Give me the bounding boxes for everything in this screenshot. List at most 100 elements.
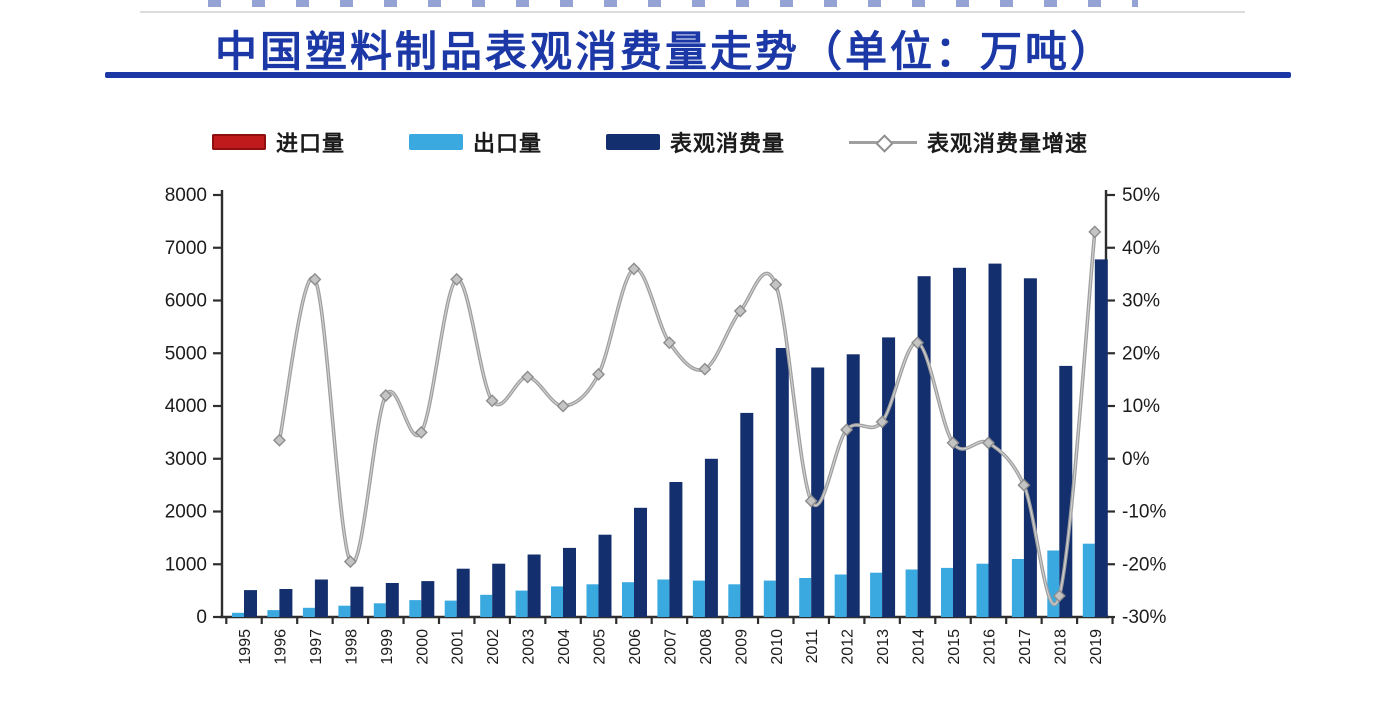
bar	[811, 367, 825, 617]
bar	[350, 586, 364, 617]
bar	[905, 569, 918, 617]
bar	[244, 590, 257, 617]
diamond-marker-icon	[875, 134, 894, 153]
consumption-bar-swatch	[606, 134, 660, 150]
bar	[657, 579, 670, 617]
bar	[728, 584, 741, 617]
x-axis-label: 2009	[733, 629, 750, 665]
bar	[704, 458, 718, 618]
x-axis-label: 2018	[1052, 629, 1069, 665]
bar	[763, 580, 776, 617]
diamond-marker-icon	[911, 336, 925, 350]
left-axis-tick-label: 4000	[165, 396, 207, 417]
diamond-marker-icon	[769, 278, 783, 292]
growth-line	[277, 230, 1097, 607]
right-axis-tick-label: 40%	[1122, 238, 1160, 259]
x-axis-label: 1999	[379, 629, 396, 665]
bar	[527, 554, 541, 617]
left-axis-tick-label: 8000	[165, 185, 207, 206]
export-bar-swatch	[408, 134, 463, 150]
diamond-marker-icon	[308, 272, 322, 286]
x-axis-label: 1998	[343, 629, 360, 665]
x-axis-label: 2008	[698, 629, 715, 665]
bar	[1094, 259, 1108, 617]
diamond-marker-icon	[946, 436, 960, 450]
consumption-legend-label: 表观消费量	[670, 131, 786, 156]
bar	[622, 582, 634, 617]
left-axis-tick-label: 7000	[165, 238, 207, 259]
import-bar-swatch	[211, 134, 266, 150]
right-axis-tick-label: -20%	[1122, 554, 1166, 575]
bar	[598, 534, 612, 617]
bar	[563, 547, 576, 617]
diamond-marker-icon	[1088, 225, 1102, 239]
x-axis-ticks	[225, 617, 1114, 624]
left-axis-tick-label: 6000	[165, 291, 207, 312]
right-axis-tick-label: -10%	[1122, 502, 1166, 523]
import-legend-label: 进口量	[275, 131, 345, 156]
bar	[314, 579, 328, 617]
x-axis-label: 2004	[556, 629, 573, 665]
chart-canvas: 0 1000 2000 3000 4000 5000 6000 7000 8000 50% 40% 3…	[165, 185, 1167, 665]
growth-line-series	[277, 230, 1097, 607]
x-axis-label: 2016	[981, 629, 998, 665]
bar	[1011, 559, 1024, 617]
diamond-marker-icon	[981, 436, 995, 450]
legend-item-growth: 表观消费量增速	[849, 126, 1088, 158]
diamond-marker-icon	[485, 394, 499, 408]
diamond-marker-icon	[379, 388, 393, 402]
left-axis-tick-label: 3000	[165, 449, 207, 470]
growth-markers	[272, 225, 1102, 603]
diamond-marker-icon	[343, 555, 357, 569]
legend-item-consumption: 表观消费量	[606, 126, 785, 158]
x-axis-label: 2006	[627, 629, 644, 665]
left-axis-ticks	[213, 193, 222, 619]
x-axis-label: 1995	[237, 629, 254, 665]
bar	[456, 568, 470, 617]
bar	[834, 574, 847, 617]
top-artifact-smudges	[208, 0, 1138, 7]
bar	[941, 567, 953, 617]
diamond-marker-icon	[521, 370, 535, 384]
bar	[338, 605, 351, 617]
right-axis-labels: 50% 40% 30% 20% 10% 0% -10% -20% -30%	[1122, 185, 1166, 628]
x-axis-label: 2002	[485, 629, 502, 665]
bar	[669, 482, 683, 617]
bar	[444, 600, 457, 617]
x-axis-label: 2017	[1017, 629, 1034, 665]
diamond-marker-icon	[592, 367, 605, 381]
bar	[692, 580, 705, 617]
diamond-marker-icon	[627, 262, 641, 276]
diamond-marker-icon	[804, 494, 818, 508]
x-axis-label: 2014	[911, 629, 928, 665]
right-axis-tick-label: 0%	[1122, 449, 1150, 470]
bar	[1023, 278, 1037, 617]
bars-export	[232, 543, 1095, 617]
right-axis-tick-label: 10%	[1122, 396, 1160, 417]
diamond-marker-icon	[1017, 478, 1031, 492]
bar	[846, 354, 860, 617]
legend-item-imports: 进口量	[211, 126, 345, 158]
legend: 进口量 出口量 表观消费量 表观消费量增速	[0, 126, 1350, 158]
bar	[740, 412, 754, 617]
x-axis-labels: 1995 1996 1997 1998 1999 2000 2001 2002 2003 2004…	[237, 629, 1105, 665]
x-axis-label: 2007	[662, 629, 679, 665]
bar	[515, 590, 528, 617]
legend-item-exports: 出口量	[408, 126, 542, 158]
bar	[882, 337, 896, 617]
bar	[267, 610, 280, 617]
bar	[917, 276, 931, 617]
bar	[409, 600, 422, 617]
x-axis-label: 2010	[769, 629, 786, 665]
growth-legend-label: 表观消费量增速	[927, 131, 1089, 156]
right-axis-tick-label: 20%	[1122, 343, 1160, 364]
left-axis-tick-label: 0	[196, 607, 207, 628]
diamond-marker-icon	[556, 399, 570, 413]
bar	[586, 584, 599, 617]
diamond-marker-icon	[840, 423, 854, 437]
chart-title: 中国塑料制品表观消费量走势（单位：万吨）	[214, 28, 1115, 75]
bar	[976, 563, 989, 617]
bar	[492, 563, 506, 617]
growth-line-swatch	[849, 134, 918, 153]
